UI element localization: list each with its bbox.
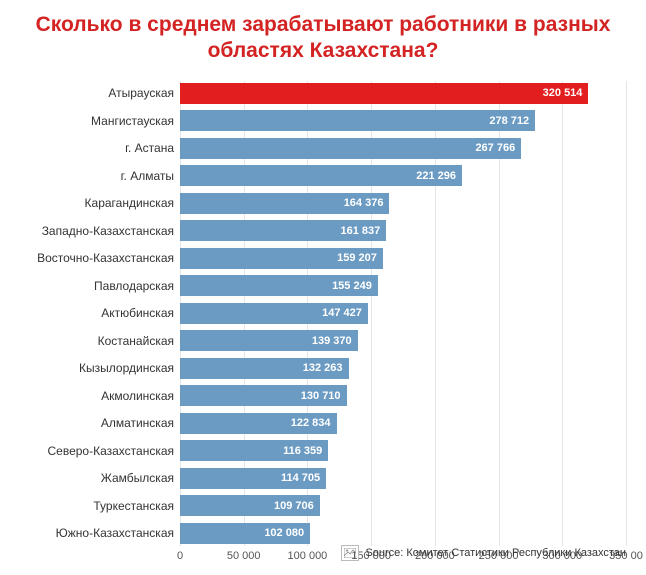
bar-value-label: 102 080 xyxy=(264,527,304,539)
bar-category-label: г. Алматы xyxy=(20,169,180,183)
chart-row: Южно-Казахстанская 102 080 xyxy=(20,521,626,546)
bar-category-label: Актюбинская xyxy=(20,306,180,320)
bar-value-label: 221 296 xyxy=(416,170,456,182)
bar-category-label: Костанайская xyxy=(20,334,180,348)
chart-bars: Атырауская 320 514 Мангистауская 278 712 г. … xyxy=(20,81,626,546)
bar-value-label: 109 706 xyxy=(274,500,314,512)
bar: 116 359 xyxy=(180,440,328,461)
source-attribution: Source: Комитет Статистики Республики Ка… xyxy=(341,545,626,561)
chart-row: Павлодарская 155 249 xyxy=(20,273,626,298)
bar-value-label: 161 837 xyxy=(340,225,380,237)
chart-plot-area: Атырауская 320 514 Мангистауская 278 712 г. … xyxy=(20,81,626,570)
bar: 161 837 xyxy=(180,220,386,241)
bar-track: 159 207 xyxy=(180,246,626,271)
gridline xyxy=(626,81,627,546)
bar: 159 207 xyxy=(180,248,383,269)
chart-title: Сколько в среднем зарабатывают работники… xyxy=(20,12,626,65)
chart-row: Атырауская 320 514 xyxy=(20,81,626,106)
bar-track: 164 376 xyxy=(180,191,626,216)
chart-row: г. Алматы 221 296 xyxy=(20,163,626,188)
bar-track: 132 263 xyxy=(180,356,626,381)
bar-category-label: Атырауская xyxy=(20,86,180,100)
bar-value-label: 159 207 xyxy=(337,252,377,264)
bar-category-label: Жамбылская xyxy=(20,471,180,485)
bar-track: 320 514 xyxy=(180,81,626,106)
bar-track: 102 080 xyxy=(180,521,626,546)
bar-category-label: Карагандинская xyxy=(20,196,180,210)
bar-track: 122 834 xyxy=(180,411,626,436)
bar-value-label: 278 712 xyxy=(489,115,529,127)
chart-row: г. Астана 267 766 xyxy=(20,136,626,161)
bar-category-label: Туркестанская xyxy=(20,499,180,513)
bar: 139 370 xyxy=(180,330,358,351)
chart-row: Алматинская 122 834 xyxy=(20,411,626,436)
bar-value-label: 164 376 xyxy=(344,197,384,209)
bar-value-label: 130 710 xyxy=(301,390,341,402)
bar-category-label: Восточно-Казахстанская xyxy=(20,251,180,265)
chart-row: Акмолинская 130 710 xyxy=(20,383,626,408)
chart-row: Актюбинская 147 427 xyxy=(20,301,626,326)
bar-track: 161 837 xyxy=(180,218,626,243)
bar: 102 080 xyxy=(180,523,310,544)
bar-track: 114 705 xyxy=(180,466,626,491)
bar-track: 147 427 xyxy=(180,301,626,326)
bar-value-label: 116 359 xyxy=(283,445,322,457)
bar: 155 249 xyxy=(180,275,378,296)
bar-category-label: г. Астана xyxy=(20,141,180,155)
bar-value-label: 114 705 xyxy=(281,472,320,484)
bar: 267 766 xyxy=(180,138,521,159)
chart-row: Костанайская 139 370 xyxy=(20,328,626,353)
bar-highlight: 320 514 xyxy=(180,83,588,104)
bar-value-label: 139 370 xyxy=(312,335,352,347)
chart-row: Кызылординская 132 263 xyxy=(20,356,626,381)
bar: 114 705 xyxy=(180,468,326,489)
xaxis-tick-label: 50 000 xyxy=(227,550,261,562)
bar-value-label: 155 249 xyxy=(332,280,372,292)
chart-row: Карагандинская 164 376 xyxy=(20,191,626,216)
chart-row: Мангистауская 278 712 xyxy=(20,108,626,133)
bar-value-label: 320 514 xyxy=(543,87,583,99)
broken-image-icon xyxy=(341,545,359,561)
bar-track: 267 766 xyxy=(180,136,626,161)
bar: 122 834 xyxy=(180,413,337,434)
bar-track: 139 370 xyxy=(180,328,626,353)
bar-category-label: Кызылординская xyxy=(20,361,180,375)
bar: 278 712 xyxy=(180,110,535,131)
bar-track: 278 712 xyxy=(180,108,626,133)
chart-row: Жамбылская 114 705 xyxy=(20,466,626,491)
chart-row: Восточно-Казахстанская 159 207 xyxy=(20,246,626,271)
bar: 221 296 xyxy=(180,165,462,186)
bar-category-label: Мангистауская xyxy=(20,114,180,128)
chart-container: Сколько в среднем зарабатывают работники… xyxy=(0,0,646,575)
xaxis-tick-label: 0 xyxy=(177,550,183,562)
xaxis-tick-label: 100 000 xyxy=(288,550,328,562)
bar-value-label: 147 427 xyxy=(322,307,362,319)
bar-value-label: 132 263 xyxy=(303,362,343,374)
bar-category-label: Павлодарская xyxy=(20,279,180,293)
bar-category-label: Акмолинская xyxy=(20,389,180,403)
bar-track: 221 296 xyxy=(180,163,626,188)
bar-track: 155 249 xyxy=(180,273,626,298)
bar: 147 427 xyxy=(180,303,368,324)
bar-category-label: Алматинская xyxy=(20,416,180,430)
bar-value-label: 267 766 xyxy=(475,142,515,154)
bar-track: 116 359 xyxy=(180,438,626,463)
bar: 130 710 xyxy=(180,385,347,406)
chart-row: Северо-Казахстанская 116 359 xyxy=(20,438,626,463)
bar: 164 376 xyxy=(180,193,389,214)
chart-row: Туркестанская 109 706 xyxy=(20,493,626,518)
bar-category-label: Северо-Казахстанская xyxy=(20,444,180,458)
bar-category-label: Западно-Казахстанская xyxy=(20,224,180,238)
bar: 109 706 xyxy=(180,495,320,516)
source-text: Source: Комитет Статистики Республики Ка… xyxy=(365,547,626,559)
bar: 132 263 xyxy=(180,358,349,379)
bar-category-label: Южно-Казахстанская xyxy=(20,526,180,540)
bar-track: 130 710 xyxy=(180,383,626,408)
chart-row: Западно-Казахстанская 161 837 xyxy=(20,218,626,243)
bar-track: 109 706 xyxy=(180,493,626,518)
bar-value-label: 122 834 xyxy=(291,417,331,429)
